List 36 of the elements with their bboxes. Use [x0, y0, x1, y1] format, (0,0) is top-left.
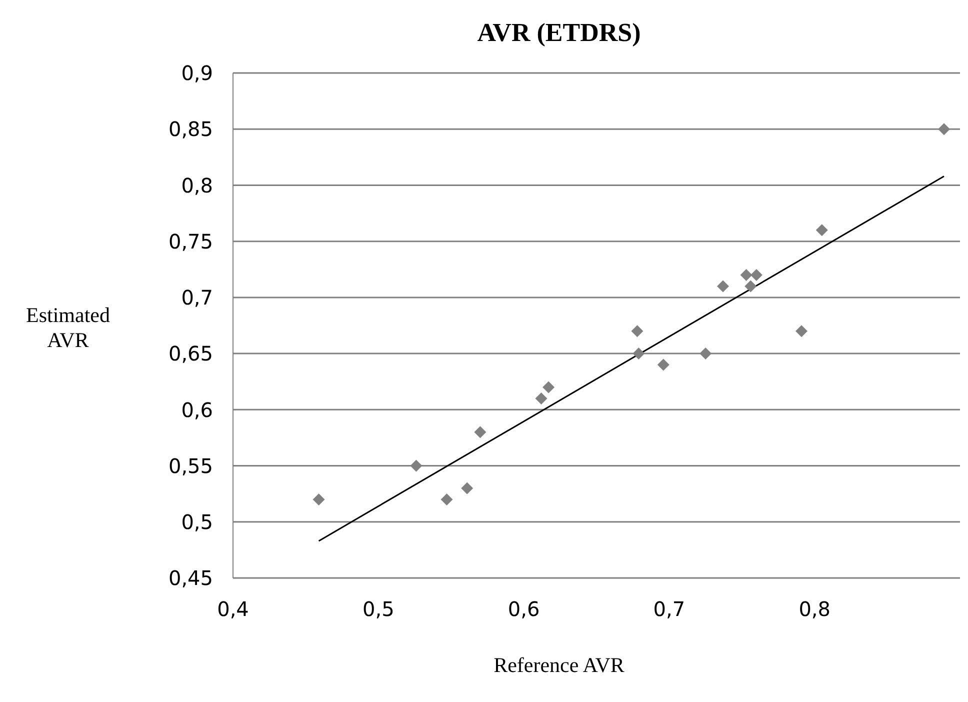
point	[750, 269, 762, 281]
point	[631, 325, 644, 338]
y-axis-title: Estimated AVR	[25, 303, 111, 353]
point	[744, 280, 757, 292]
point	[474, 426, 486, 438]
point	[816, 224, 828, 236]
x-tick-label: 0,5	[362, 597, 394, 622]
point	[535, 392, 548, 404]
x-tick-label: 0,7	[653, 597, 686, 622]
point	[632, 348, 645, 360]
point	[657, 358, 670, 371]
y-tick-label: 0,85	[168, 117, 213, 142]
chart-title: AVR (ETDRS)	[476, 18, 642, 48]
y-tick-label: 0,7	[181, 286, 213, 310]
point	[796, 325, 808, 338]
point	[410, 460, 422, 472]
x-axis-title: Reference AVR	[492, 653, 626, 678]
point	[312, 493, 325, 506]
y-tick-label: 0,65	[168, 342, 213, 366]
point	[938, 123, 950, 136]
point	[440, 493, 453, 506]
point	[461, 482, 474, 494]
x-tick-label: 0,6	[508, 597, 540, 622]
y-tick-label: 0,55	[168, 454, 213, 478]
y-tick-label: 0,45	[168, 566, 213, 590]
x-tick-label: 0,4	[217, 597, 249, 622]
point	[542, 381, 555, 394]
x-tick-label: 0,8	[798, 597, 831, 622]
point	[740, 269, 752, 281]
y-tick-label: 0,75	[168, 229, 213, 254]
point	[700, 348, 712, 360]
y-tick-label: 0,5	[181, 510, 213, 534]
y-tick-label: 0,9	[181, 61, 213, 86]
point	[717, 280, 729, 292]
y-tick-label: 0,6	[181, 398, 213, 422]
y-tick-label: 0,8	[181, 173, 213, 198]
